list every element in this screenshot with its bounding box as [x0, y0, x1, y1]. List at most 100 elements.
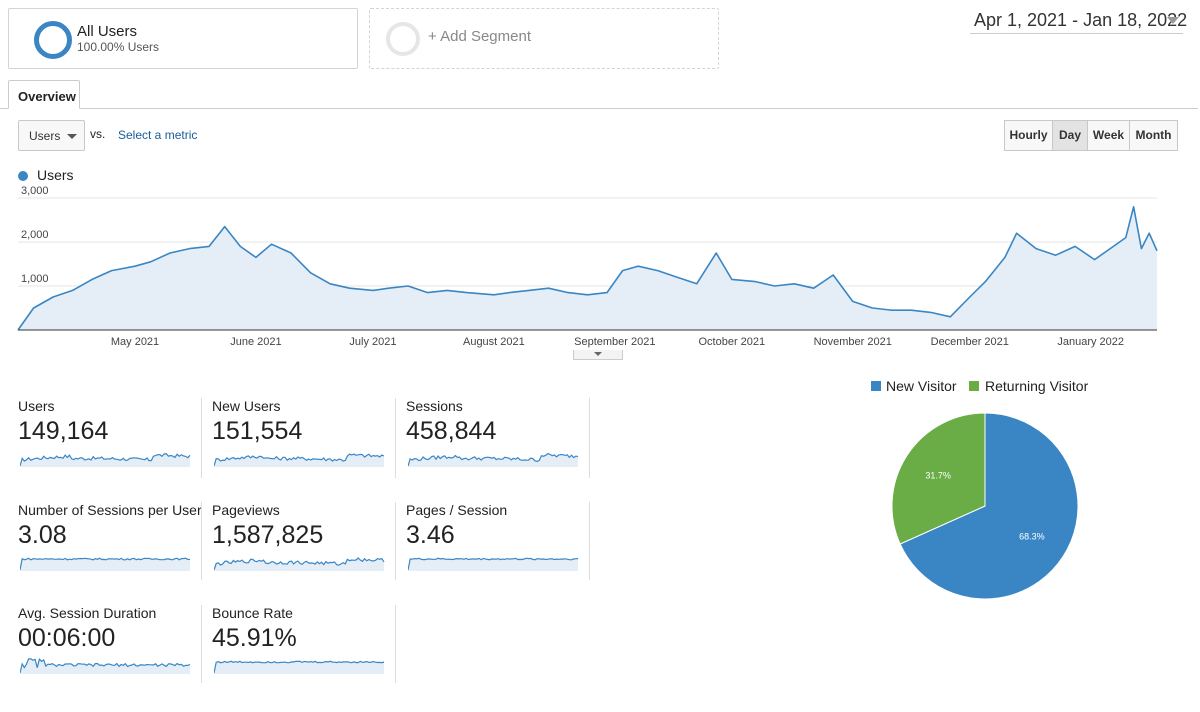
metric-selector[interactable]: Users [18, 120, 85, 151]
caret-down-icon [67, 134, 77, 139]
metric-card[interactable]: Number of Sessions per User 3.08 [18, 502, 202, 582]
metric-sparkline [408, 452, 579, 467]
card-divider [395, 398, 396, 478]
metric-label: Sessions [406, 398, 463, 414]
users-area-fill [18, 206, 1157, 330]
card-divider [395, 605, 396, 683]
card-divider [201, 502, 202, 580]
metric-sparkline [214, 453, 385, 467]
metric-label: Users [18, 398, 55, 414]
legend-label-users: Users [37, 167, 74, 183]
card-divider [201, 605, 202, 683]
metric-card[interactable]: Pages / Session 3.46 [406, 502, 579, 582]
tab-overview[interactable]: Overview [8, 80, 80, 109]
caret-down-icon [1167, 17, 1179, 24]
empty-segment-ring-icon [386, 22, 420, 56]
segment-title: All Users [77, 23, 138, 40]
card-divider [201, 398, 202, 478]
granularity-month-button[interactable]: Month [1129, 120, 1178, 151]
segment-ring-icon [34, 21, 72, 59]
sparkline-fill [20, 558, 190, 571]
legend-label-new-visitor: New Visitor [886, 378, 957, 394]
metric-card[interactable]: New Users 151,554 [212, 398, 385, 478]
metric-label: Bounce Rate [212, 605, 293, 621]
metric-value: 151,554 [212, 417, 303, 445]
legend-dot-users [18, 171, 28, 181]
metric-sparkline [20, 453, 191, 467]
tab-divider [0, 108, 1198, 109]
sparkline-fill [214, 661, 384, 674]
granularity-week-button[interactable]: Week [1087, 120, 1130, 151]
sparkline-fill [214, 558, 384, 571]
pie-slice [899, 412, 1079, 600]
sparkline-line [214, 453, 385, 467]
x-tick-label: October 2021 [698, 336, 765, 348]
x-tick-label: August 2021 [463, 336, 525, 348]
x-tick-label: May 2021 [111, 336, 159, 348]
users-line [17, 206, 1158, 331]
metric-label: New Users [212, 398, 281, 414]
pie-slice [891, 412, 986, 545]
metric-sparkline [214, 660, 385, 674]
vs-label: vs. [90, 127, 106, 141]
granularity-hourly-button[interactable]: Hourly [1004, 120, 1053, 151]
x-tick-label: December 2021 [931, 336, 1009, 348]
metric-card[interactable]: Sessions 458,844 [406, 398, 579, 478]
sparkline-line [214, 557, 385, 571]
caret-down-icon [594, 352, 602, 356]
legend-label-returning-visitor: Returning Visitor [985, 378, 1089, 394]
sparkline-fill [20, 658, 190, 674]
sparkline-fill [214, 454, 384, 467]
metric-card[interactable]: Users 149,164 [18, 398, 191, 478]
sparkline-line [214, 660, 385, 674]
metric-card[interactable]: Pageviews 1,587,825 [212, 502, 385, 582]
metric-card[interactable]: Avg. Session Duration 00:06:00 [18, 605, 191, 685]
x-tick-label: July 2021 [349, 336, 396, 348]
metric-label: Pages / Session [406, 502, 508, 518]
card-divider [589, 398, 590, 478]
y-tick-label: 3,000 [21, 185, 49, 197]
add-segment-button[interactable]: + Add Segment [369, 8, 719, 69]
legend-swatch-returning-visitor [969, 381, 979, 391]
x-tick-label: September 2021 [574, 336, 655, 348]
legend-swatch-new-visitor [871, 381, 881, 391]
card-divider [589, 502, 590, 580]
metric-value: 149,164 [18, 417, 109, 445]
sparkline-fill [408, 558, 578, 571]
x-tick-label: November 2021 [814, 336, 892, 348]
granularity-day-button[interactable]: Day [1052, 120, 1088, 151]
metric-value: 1,587,825 [212, 521, 324, 549]
metric-selector-value: Users [29, 129, 61, 143]
metric-sparkline [20, 658, 191, 674]
select-metric-link[interactable]: Select a metric [118, 128, 198, 142]
metric-card[interactable]: Bounce Rate 45.91% [212, 605, 385, 685]
date-range-picker[interactable]: Apr 1, 2021 - Jan 18, 2022 [970, 9, 1187, 34]
chart-resize-handle[interactable] [573, 350, 623, 360]
x-tick-label: June 2021 [230, 336, 281, 348]
tab-overview-label: Overview [18, 89, 76, 104]
date-range-text: Apr 1, 2021 - Jan 18, 2022 [974, 10, 1188, 30]
sparkline-line [408, 557, 579, 571]
metric-value: 3.08 [18, 521, 67, 549]
metric-value: 3.46 [406, 521, 455, 549]
pie-slice-label: 31.7% [925, 471, 951, 481]
sparkline-line [408, 452, 579, 467]
metric-value: 45.91% [212, 624, 297, 652]
add-segment-label: + Add Segment [428, 28, 531, 45]
sparkline-line [20, 658, 191, 674]
metric-label: Avg. Session Duration [18, 605, 157, 621]
metric-label: Number of Sessions per User [18, 502, 202, 518]
metric-sparkline [20, 557, 191, 571]
visitor-pie-chart: 68.3% 31.7% [891, 412, 1079, 600]
segment-all-users[interactable]: All Users 100.00% Users [8, 8, 358, 69]
pie-slice-label: 68.3% [1019, 531, 1045, 541]
y-tick-label: 1,000 [21, 273, 49, 285]
users-line-chart: 3,000 2,000 1,000 May 2021 June 2021 July 202… [17, 185, 1158, 348]
metric-sparkline [408, 557, 579, 571]
sparkline-line [20, 557, 191, 571]
card-divider [395, 502, 396, 580]
metric-value: 00:06:00 [18, 624, 116, 652]
metric-value: 458,844 [406, 417, 497, 445]
y-tick-label: 2,000 [21, 229, 49, 241]
metric-label: Pageviews [212, 502, 280, 518]
